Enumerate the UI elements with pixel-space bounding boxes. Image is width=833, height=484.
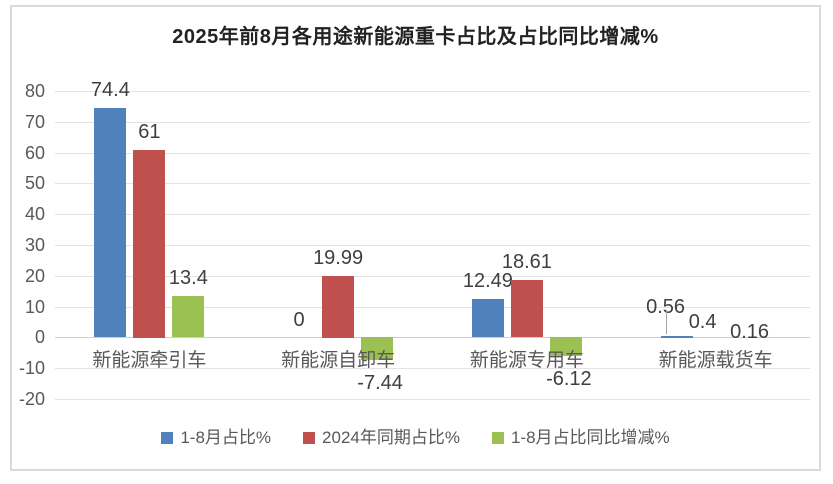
bar-1-8月占比%-新能源牵引车 [94, 108, 127, 338]
gridline--20 [55, 399, 810, 400]
value-label: 0.16 [730, 321, 770, 343]
bar-1-8月占比%-新能源载货车 [660, 335, 693, 338]
gridline-0 [55, 337, 810, 338]
legend-label-1: 1-8月占比% [180, 428, 272, 447]
legend-swatch-3 [491, 432, 504, 444]
y-tick--10: -10 [18, 358, 45, 378]
bar-1-8月占比同比增减%-新能源牵引车 [172, 296, 205, 338]
y-tick-50: 50 [24, 173, 45, 193]
value-label: 0.56 [646, 296, 686, 318]
category-label-4: 新能源载货车 [658, 350, 773, 371]
y-tick-60: 60 [24, 143, 45, 163]
legend-item-3: 1-8月占比同比增减% [491, 427, 670, 449]
category-label-1: 新能源牵引车 [92, 350, 207, 371]
chart-frame [10, 5, 821, 471]
legend: 1-8月占比% 2024年同期占比% 1-8月占比同比增减% [10, 426, 821, 450]
legend-item-2: 2024年同期占比% [303, 427, 460, 449]
value-label: 0.4 [688, 311, 717, 333]
value-label: 0 [293, 309, 305, 331]
chart-title: 2025年前8月各用途新能源重卡占比及占比同比增减% [172, 26, 659, 48]
legend-item-1: 1-8月占比% [161, 427, 271, 449]
y-tick-30: 30 [24, 235, 45, 255]
value-label: 18.61 [501, 251, 552, 273]
gridline-70 [55, 122, 810, 123]
gridline-80 [55, 91, 810, 92]
value-label: 12.49 [462, 270, 513, 292]
value-label: 74.4 [90, 79, 130, 101]
y-tick-40: 40 [24, 204, 45, 224]
y-tick--20: -20 [18, 389, 45, 409]
label-leader-line [666, 310, 667, 334]
y-tick-80: 80 [24, 81, 45, 101]
value-label: 19.99 [313, 247, 364, 269]
gridline-30 [55, 245, 810, 246]
legend-label-2: 2024年同期占比% [322, 428, 460, 447]
y-tick-70: 70 [24, 112, 45, 132]
legend-swatch-2 [303, 432, 316, 444]
legend-label-3: 1-8月占比同比增减% [510, 428, 670, 447]
legend-swatch-1 [161, 432, 174, 444]
bar-2024年同期占比%-新能源牵引车 [133, 149, 166, 338]
gridline-10 [55, 307, 810, 308]
y-tick-0: 0 [34, 327, 45, 347]
gridline-20 [55, 276, 810, 277]
bar-1-8月占比同比增减%-新能源自卸车 [361, 337, 394, 361]
value-label: 13.4 [168, 267, 208, 289]
y-tick-20: 20 [24, 266, 45, 286]
bar-1-8月占比同比增减%-新能源专用车 [549, 337, 582, 357]
bar-1-8月占比%-新能源专用车 [471, 298, 504, 337]
gridline-60 [55, 153, 810, 154]
gridline--10 [55, 368, 810, 369]
bar-2024年同期占比%-新能源专用车 [510, 280, 543, 338]
category-label-2: 新能源自卸车 [281, 350, 396, 371]
bar-2024年同期占比%-新能源自卸车 [322, 275, 355, 338]
gridline-40 [55, 214, 810, 215]
value-label: -6.12 [546, 368, 592, 390]
gridline-50 [55, 183, 810, 184]
category-label-3: 新能源专用车 [469, 350, 584, 371]
value-label: -7.44 [357, 372, 403, 394]
y-tick-10: 10 [24, 297, 45, 317]
value-label: 61 [138, 121, 161, 143]
